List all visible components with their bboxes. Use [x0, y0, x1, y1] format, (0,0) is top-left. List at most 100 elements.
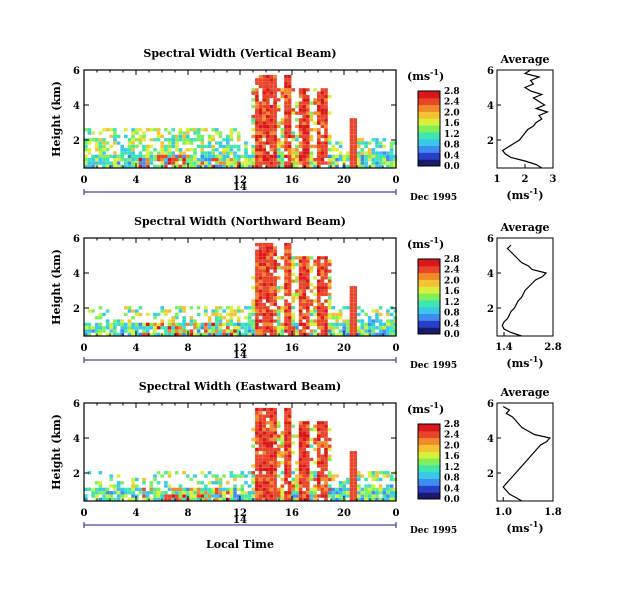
- heatmap-cell: [160, 144, 164, 149]
- heatmap-cell: [185, 491, 190, 495]
- heatmap-cell: [284, 78, 288, 82]
- heatmap-cell: [193, 322, 197, 326]
- heatmap-cell: [258, 494, 263, 498]
- heatmap-cell: [389, 484, 394, 488]
- heatmap-cell: [273, 88, 277, 92]
- heatmap-cell: [105, 322, 110, 326]
- heatmap-cell: [276, 424, 281, 428]
- heatmap-cell: [302, 276, 306, 280]
- heatmap-cell: [284, 108, 288, 112]
- heatmap-cell: [127, 144, 132, 149]
- heatmap-cell: [262, 111, 266, 115]
- heatmap-cell: [153, 316, 157, 320]
- heatmap-cell: [320, 434, 325, 438]
- colorbar-tick-label: 1.2: [444, 463, 460, 473]
- heatmap-cell: [255, 286, 259, 290]
- heatmap-cell: [215, 164, 219, 168]
- heatmap-cell: [262, 256, 266, 260]
- heatmap-cell: [269, 141, 274, 145]
- heatmap-cell: [357, 164, 361, 168]
- heatmap-cell: [189, 128, 194, 132]
- heatmap-cell: [342, 484, 346, 488]
- heatmap-cell: [302, 118, 306, 122]
- heatmap-cell: [306, 322, 310, 326]
- heatmap-cell: [258, 292, 263, 297]
- heatmap-cell: [175, 494, 179, 498]
- heatmap-cell: [378, 158, 383, 162]
- heatmap-cell: [317, 279, 321, 283]
- heatmap-cell: [349, 332, 354, 336]
- heatmap-cell: [338, 158, 343, 162]
- avg-x-tick-label: 1.0: [495, 507, 512, 518]
- heatmap-cell: [280, 487, 285, 491]
- heatmap-cell: [138, 312, 143, 317]
- heatmap-cell: [269, 246, 274, 250]
- heatmap-cell: [258, 454, 263, 458]
- heatmap-cell: [306, 434, 310, 438]
- heatmap-cell: [262, 141, 266, 145]
- heatmap-cell: [287, 312, 292, 317]
- heatmap-cell: [258, 161, 263, 165]
- heatmap-cell: [262, 407, 266, 412]
- heatmap-cell: [287, 424, 292, 428]
- heatmap-cell: [113, 332, 117, 336]
- heatmap-cell: [375, 477, 379, 482]
- heatmap-cell: [171, 151, 175, 155]
- heatmap-cell: [167, 158, 172, 162]
- heatmap-cell: [255, 121, 259, 125]
- heatmap-cell: [298, 322, 303, 326]
- heatmap-cell: [185, 134, 190, 139]
- heatmap-cell: [204, 491, 208, 495]
- heatmap-cell: [317, 302, 321, 307]
- heatmap-cell: [302, 474, 306, 478]
- heatmap-cell: [291, 151, 296, 155]
- heatmap-cell: [185, 474, 190, 478]
- heatmap-cell: [266, 252, 270, 257]
- heatmap-cell: [371, 154, 376, 158]
- heatmap-cell: [273, 101, 277, 105]
- heatmap-cell: [320, 279, 325, 283]
- heatmap-cell: [222, 491, 226, 495]
- heatmap-cell: [266, 477, 270, 482]
- heatmap-cell: [287, 467, 292, 472]
- heatmap-cell: [120, 494, 124, 498]
- heatmap-cell: [164, 151, 168, 155]
- heatmap-cell: [164, 491, 168, 495]
- heatmap-cell: [284, 417, 288, 422]
- heatmap-cell: [189, 154, 194, 158]
- heatmap-cell: [309, 497, 314, 501]
- heatmap-cell: [102, 128, 106, 132]
- heatmap-cell: [302, 256, 306, 260]
- heatmap-cell: [276, 148, 281, 152]
- heatmap-cell: [302, 266, 306, 270]
- heatmap-cell: [273, 414, 277, 418]
- heatmap-cell: [389, 148, 394, 152]
- heatmap-cell: [313, 292, 317, 297]
- heatmap-cell: [175, 164, 179, 168]
- heatmap-cell: [284, 242, 288, 247]
- heatmap-cell: [98, 138, 103, 142]
- heatmap-cell: [375, 144, 379, 149]
- heatmap-cell: [207, 141, 212, 145]
- heatmap-cell: [269, 91, 274, 95]
- heatmap-cell: [215, 481, 219, 485]
- heatmap-cell: [389, 161, 394, 165]
- heatmap-cell: [175, 491, 179, 495]
- heatmap-cell: [258, 319, 263, 323]
- heatmap-cell: [105, 309, 110, 313]
- heatmap-cell: [135, 144, 139, 149]
- heatmap-cell: [324, 322, 328, 326]
- heatmap-cell: [276, 454, 281, 458]
- heatmap-cell: [302, 151, 306, 155]
- heatmap-cell: [298, 497, 303, 501]
- heatmap-cell: [287, 487, 292, 491]
- heatmap-cell: [236, 131, 241, 135]
- heatmap-cell: [284, 312, 288, 317]
- heatmap-cell: [226, 161, 230, 165]
- heatmap-cell: [262, 322, 266, 326]
- heatmap-cell: [233, 128, 237, 132]
- heatmap-cell: [284, 252, 288, 257]
- heatmap-cell: [317, 138, 321, 142]
- heatmap-cell: [273, 114, 277, 119]
- heatmap-cell: [295, 262, 299, 267]
